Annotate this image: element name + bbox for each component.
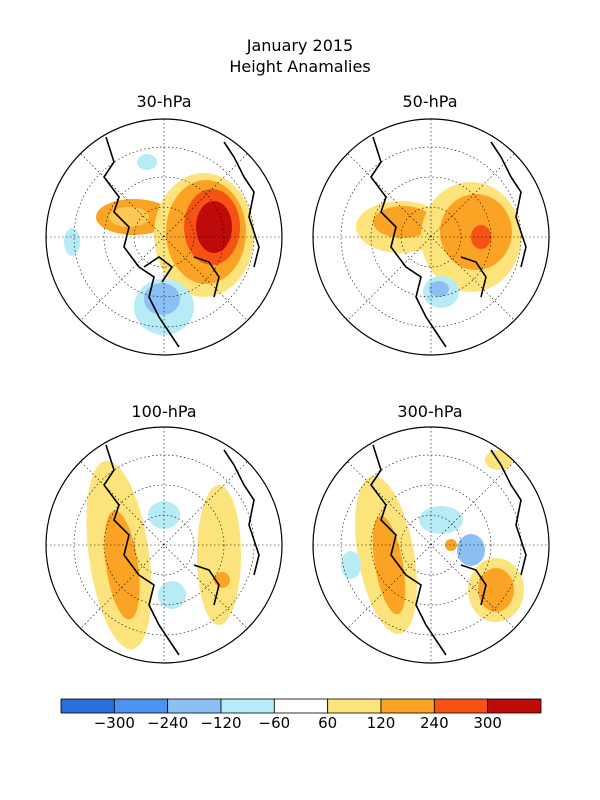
colorbar-swatch xyxy=(327,698,382,714)
colorbar-swatch xyxy=(60,698,115,714)
coastlines-300hpa xyxy=(370,444,527,656)
colorbar-tick-label: −60 xyxy=(258,714,291,732)
colorbar-swatch xyxy=(113,698,169,714)
colorbar-swatch xyxy=(487,698,542,714)
panel-title-30hpa: 30-hPa xyxy=(136,92,192,111)
figure-title-line1: January 2015 xyxy=(246,36,354,55)
panel-title-100hpa: 100-hPa xyxy=(131,402,197,421)
colorbar-swatch xyxy=(433,698,489,714)
colorbar-swatch xyxy=(167,698,222,714)
colorbar xyxy=(60,698,542,714)
map-100hpa xyxy=(45,426,283,664)
anomaly-shading-100hpa xyxy=(86,460,241,650)
map-300hpa xyxy=(312,426,550,664)
colorbar-tick-label: 240 xyxy=(420,714,449,732)
colorbar-tick-label: −300 xyxy=(93,714,135,732)
anomaly-shading-50hpa xyxy=(356,182,521,308)
panel-title-300hpa: 300-hPa xyxy=(397,402,463,421)
map-50hpa xyxy=(312,118,550,356)
colorbar-tick-label: 300 xyxy=(473,714,502,732)
map-30hpa xyxy=(45,118,283,356)
coastlines-50hpa xyxy=(370,136,527,348)
colorbar-swatch xyxy=(220,698,275,714)
colorbar-tick-label: −240 xyxy=(147,714,189,732)
anomaly-shading-30hpa xyxy=(64,154,254,335)
colorbar-tick-label: 120 xyxy=(366,714,396,732)
coastlines-30hpa xyxy=(103,136,260,348)
figure-title-line2: Height Anamalies xyxy=(229,57,371,76)
panel-title-50hpa: 50-hPa xyxy=(402,92,458,111)
coastlines-100hpa xyxy=(103,444,260,656)
anomaly-shading-300hpa xyxy=(341,450,524,634)
colorbar-tick-label: −120 xyxy=(200,714,242,732)
colorbar-swatch xyxy=(273,698,329,714)
colorbar-swatch xyxy=(380,698,435,714)
colorbar-tick-label: 60 xyxy=(318,714,338,732)
